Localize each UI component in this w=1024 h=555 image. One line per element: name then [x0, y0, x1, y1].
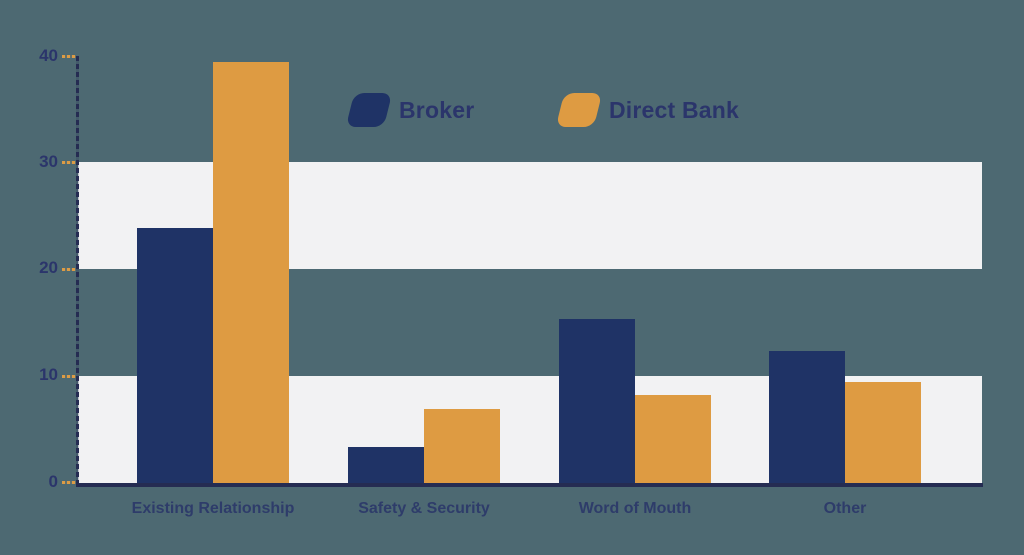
direct-bank-color-swatch-icon	[555, 93, 603, 127]
bar-group-existing-relationship	[137, 62, 289, 483]
bar-broker	[348, 447, 424, 483]
bar-group-safety-security	[348, 409, 500, 483]
bar-broker	[559, 319, 635, 483]
y-axis-label-0: 0	[48, 472, 58, 491]
bar-group-word-of-mouth	[559, 319, 711, 483]
x-axis-label-safety-security: Safety & Security	[358, 500, 490, 517]
legend-item-broker: Broker	[345, 91, 475, 129]
y-axis-line	[76, 56, 79, 483]
bar-direct-bank	[635, 395, 711, 483]
legend-label-broker: Broker	[399, 96, 475, 123]
y-axis-label-20: 20	[39, 258, 58, 277]
bar-direct-bank	[213, 62, 289, 483]
legend-item-direct-bank: Direct Bank	[555, 91, 740, 129]
broker-color-swatch-icon	[345, 93, 393, 127]
y-tick-20	[62, 268, 76, 271]
y-tick-40	[62, 55, 76, 58]
y-axis-label-30: 30	[39, 152, 58, 171]
x-axis-label-other: Other	[823, 500, 867, 517]
y-tick-0	[62, 481, 76, 484]
bar-broker	[769, 351, 845, 483]
x-axis-label-existing-relationship: Existing Relationship	[131, 500, 295, 517]
y-axis-label-10: 10	[39, 365, 58, 384]
x-axis-line	[76, 483, 983, 487]
bar-broker	[137, 228, 213, 483]
bar-direct-bank	[845, 382, 921, 483]
y-axis-label-40: 40	[39, 46, 58, 65]
x-axis-label-word-of-mouth: Word of Mouth	[578, 500, 692, 517]
legend-label-direct-bank: Direct Bank	[609, 96, 740, 123]
y-tick-30	[62, 161, 76, 164]
bar-group-other	[769, 351, 921, 483]
bar-direct-bank	[424, 409, 500, 483]
y-tick-10	[62, 375, 76, 378]
